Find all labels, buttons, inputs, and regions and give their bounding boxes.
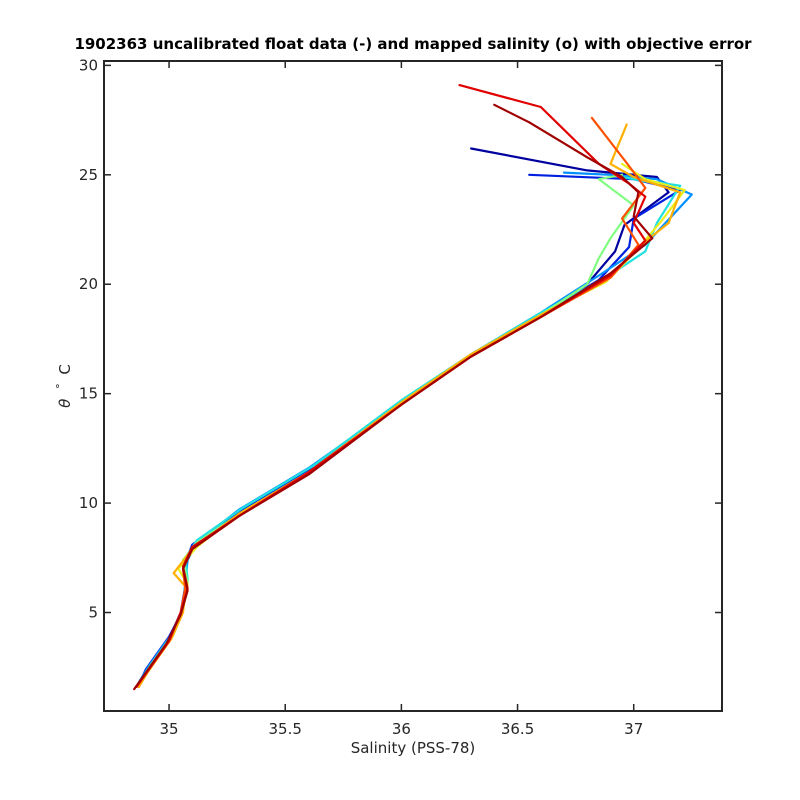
x-tick-label: 35.5 [269,720,302,738]
y-tick-label: 25 [79,166,98,184]
y-tick-label: 20 [79,275,98,293]
profile-line-7 [137,123,682,689]
x-tick-label: 36.5 [501,720,534,738]
y-tick-label: 5 [88,604,98,622]
profile-line-10 [133,103,654,691]
y-axis-ticks: 5 10 15 20 25 30 [79,56,722,622]
x-axis-ticks: 35 35.5 36 36.5 37 [160,61,643,738]
series-layer [133,83,693,691]
y-tick-label: 10 [79,494,98,512]
y-axis-label-degree: ° [54,383,67,389]
y-tick-label: 15 [79,385,98,403]
y-axis-label-symbol: θ [56,399,74,408]
x-axis-label: Salinity (PSS-78) [351,739,476,757]
chart-title: 1902363 uncalibrated float data (-) and … [74,35,752,53]
plot-area [104,61,722,711]
y-axis-label-unit: C [56,364,74,374]
y-axis-label: θ ° C [50,364,74,408]
x-tick-label: 35 [160,720,179,738]
x-tick-label: 36 [392,720,411,738]
axes-box [103,60,723,712]
y-tick-label: 30 [79,56,98,74]
x-tick-label: 37 [624,720,643,738]
